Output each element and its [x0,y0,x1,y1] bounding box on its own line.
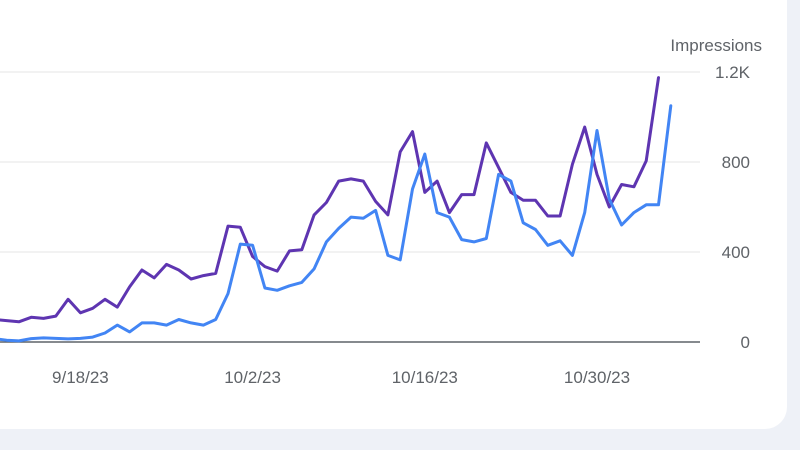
x-axis-ticks: 9/18/23 10/2/23 10/16/23 10/30/23 [52,368,630,387]
y-tick-label: 1.2K [715,63,751,82]
series-lines [0,76,673,343]
x-tick-label: 10/2/23 [224,368,281,387]
y-tick-label: 0 [741,333,750,352]
series-line-1 [0,76,660,324]
gridlines [0,71,700,343]
x-tick-label: 10/30/23 [564,368,630,387]
series-line-2 [0,104,673,343]
x-tick-label: 9/18/23 [52,368,109,387]
y-tick-label: 800 [722,153,750,172]
y-tick-label: 400 [722,243,750,262]
x-tick-label: 10/16/23 [392,368,458,387]
y-axis-title: Impressions [670,36,762,55]
y-axis-ticks: 0 400 800 1.2K [715,63,751,352]
